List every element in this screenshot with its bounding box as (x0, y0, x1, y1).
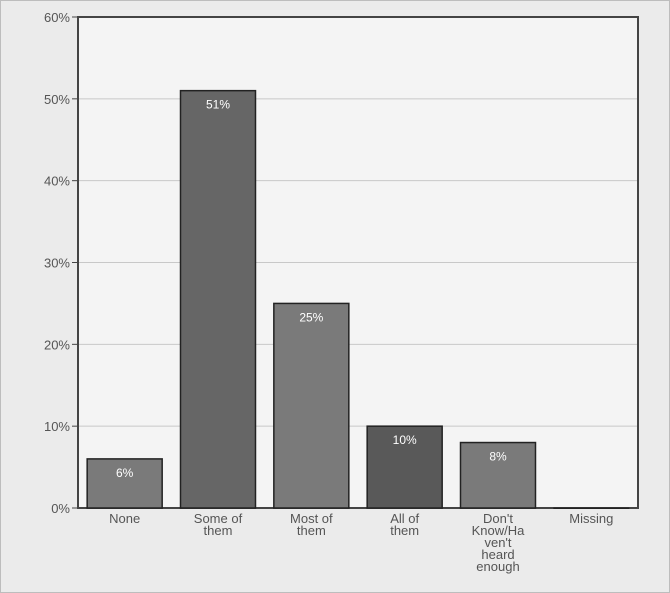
bar (273, 302, 350, 509)
data-label: 51% (206, 98, 230, 112)
data-label: 6% (116, 466, 134, 480)
x-tick-label: Don't (483, 511, 513, 526)
gridlines (72, 16, 639, 509)
y-tick-label: 50% (44, 92, 70, 107)
bar (459, 441, 537, 509)
bar (553, 507, 630, 509)
bar (179, 89, 257, 509)
x-tick-label: All of (390, 511, 419, 526)
x-tick-label: Know/Ha (472, 523, 526, 538)
x-tick-label: Some of (194, 511, 243, 526)
y-tick-label: 40% (44, 174, 70, 189)
x-tick-label: them (297, 523, 326, 538)
x-tick-label: Missing (569, 511, 613, 526)
x-tick-label: Most of (290, 511, 333, 526)
data-label: 8% (489, 450, 507, 464)
data-label: 25% (299, 310, 323, 324)
x-tick-label: None (109, 511, 140, 526)
x-tick-label: enough (476, 559, 519, 574)
bar (366, 425, 443, 509)
x-tick-label: them (204, 523, 233, 538)
bar (86, 458, 163, 509)
x-tick-label: them (390, 523, 419, 538)
bars (86, 89, 630, 509)
y-tick-label: 60% (44, 10, 70, 25)
y-tick-label: 30% (44, 256, 70, 271)
y-tick-label: 10% (44, 419, 70, 434)
data-label: 10% (393, 433, 417, 447)
x-tick-label: ven't (484, 535, 511, 550)
y-tick-label: 20% (44, 337, 70, 352)
y-tick-label: 0% (51, 501, 70, 516)
x-tick-label: heard (481, 547, 514, 562)
plot-border (77, 16, 639, 509)
